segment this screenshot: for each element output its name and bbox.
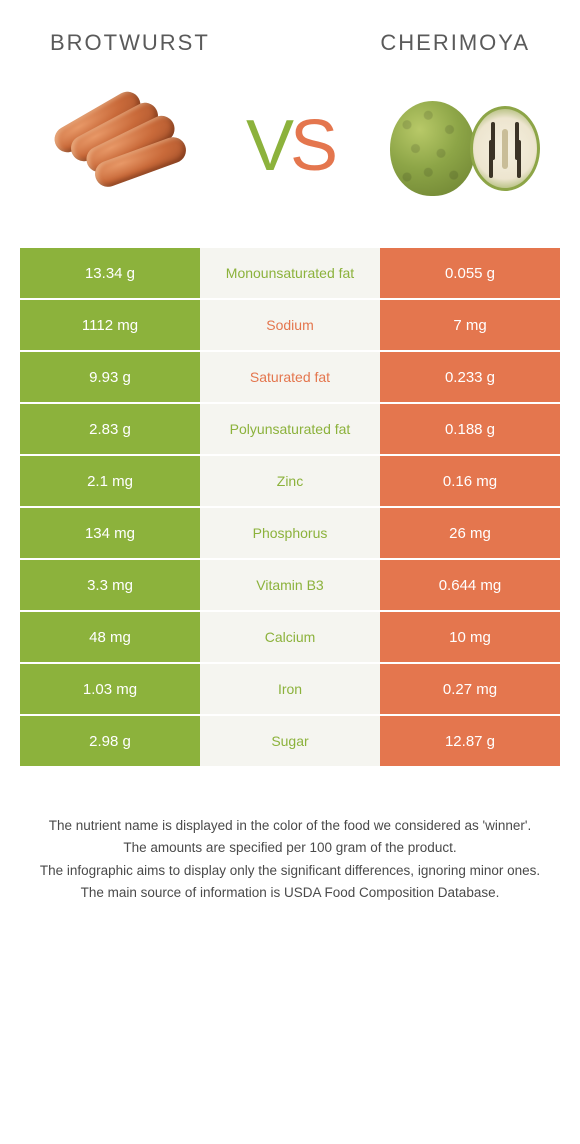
table-row: 9.93 gSaturated fat0.233 g [20,350,560,402]
nutrient-name: Saturated fat [200,352,380,402]
right-food-title: CHERIMOYA [380,30,530,56]
left-value: 2.1 mg [20,456,200,506]
table-row: 134 mgPhosphorus26 mg [20,506,560,558]
table-row: 3.3 mgVitamin B30.644 mg [20,558,560,610]
left-value: 3.3 mg [20,560,200,610]
right-value: 26 mg [380,508,560,558]
left-value: 1.03 mg [20,664,200,714]
nutrient-name: Phosphorus [200,508,380,558]
footnote-line: The nutrient name is displayed in the co… [30,816,550,836]
nutrient-name: Sodium [200,300,380,350]
vs-label: VS [246,110,334,182]
header: BROTWURST CHERIMOYA [0,0,580,66]
nutrient-name: Monounsaturated fat [200,248,380,298]
footnote-line: The main source of information is USDA F… [30,883,550,903]
right-value: 0.188 g [380,404,560,454]
table-row: 2.83 gPolyunsaturated fat0.188 g [20,402,560,454]
nutrient-name: Polyunsaturated fat [200,404,380,454]
left-value: 2.98 g [20,716,200,766]
footnote-line: The amounts are specified per 100 gram o… [30,838,550,858]
table-row: 2.1 mgZinc0.16 mg [20,454,560,506]
nutrient-name: Calcium [200,612,380,662]
left-value: 2.83 g [20,404,200,454]
footnote-line: The infographic aims to display only the… [30,861,550,881]
nutrient-name: Iron [200,664,380,714]
table-row: 2.98 gSugar12.87 g [20,714,560,766]
right-value: 0.644 mg [380,560,560,610]
left-value: 134 mg [20,508,200,558]
table-row: 48 mgCalcium10 mg [20,610,560,662]
left-food-image [40,86,190,206]
left-value: 13.34 g [20,248,200,298]
right-value: 7 mg [380,300,560,350]
images-row: VS [0,66,580,246]
right-value: 0.233 g [380,352,560,402]
table-row: 13.34 gMonounsaturated fat0.055 g [20,246,560,298]
sausages-icon [45,101,185,191]
vs-v: V [246,110,290,182]
left-food-title: BROTWURST [50,30,210,56]
table-row: 1112 mgSodium7 mg [20,298,560,350]
nutrient-name: Sugar [200,716,380,766]
right-value: 0.055 g [380,248,560,298]
vs-s: S [290,110,334,182]
nutrient-name: Zinc [200,456,380,506]
right-value: 0.16 mg [380,456,560,506]
right-value: 10 mg [380,612,560,662]
nutrient-table: 13.34 gMonounsaturated fat0.055 g1112 mg… [20,246,560,766]
right-value: 12.87 g [380,716,560,766]
cherimoya-icon [390,91,540,201]
right-food-image [390,86,540,206]
nutrient-name: Vitamin B3 [200,560,380,610]
right-value: 0.27 mg [380,664,560,714]
left-value: 48 mg [20,612,200,662]
left-value: 9.93 g [20,352,200,402]
left-value: 1112 mg [20,300,200,350]
footnotes: The nutrient name is displayed in the co… [0,766,580,903]
table-row: 1.03 mgIron0.27 mg [20,662,560,714]
